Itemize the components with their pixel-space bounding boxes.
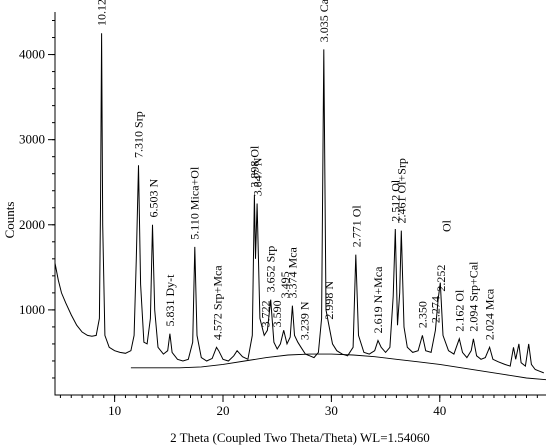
x-tick-label: 40 bbox=[433, 403, 446, 418]
x-axis-label: 2 Theta (Coupled Two Theta/Theta) WL=1.5… bbox=[170, 430, 430, 445]
diffraction-pattern-line bbox=[54, 33, 544, 374]
peak-annotation: 7.310 Srp bbox=[132, 111, 146, 158]
peak-annotation: 2.094 Srp+Cal bbox=[466, 261, 480, 332]
plot-layer bbox=[54, 33, 547, 381]
x-tick-label: 10 bbox=[108, 403, 121, 418]
peak-annotation: 2.998 N bbox=[322, 281, 336, 320]
y-tick-label: 4000 bbox=[19, 47, 45, 62]
peak-annotation: 3.239 N bbox=[297, 301, 311, 340]
peak-annotation: 3.495 bbox=[278, 271, 292, 298]
y-tick-label: 1000 bbox=[19, 302, 45, 317]
peak-annotation: 5.110 Mica+Ol bbox=[188, 166, 202, 240]
x-tick-label: 30 bbox=[325, 403, 338, 418]
annotation-layer: 10.120 Mca 7.310 Srp 6.503 N 5.831 Dy-t 5.11… bbox=[95, 0, 497, 340]
y-axis-label: Counts bbox=[2, 202, 17, 239]
y-tick-label: 2000 bbox=[19, 217, 45, 232]
x-tick-label: 20 bbox=[217, 403, 230, 418]
peak-annotation: 6.503 N bbox=[147, 178, 161, 217]
peak-annotation: 2.024 Mca bbox=[483, 288, 497, 340]
peak-annotation: 3.847 N bbox=[251, 157, 265, 196]
peak-annotation: 2.771 Ol bbox=[349, 205, 363, 248]
peak-annotation: Ol bbox=[439, 219, 453, 232]
peak-annotation: 2.461 Ol+Srp bbox=[394, 158, 408, 223]
peak-annotation: 5.831 Dy-t bbox=[163, 274, 177, 327]
y-tick-label: 3000 bbox=[19, 132, 45, 147]
background-curve bbox=[130, 353, 547, 381]
peak-annotation: 2.350 bbox=[415, 301, 429, 328]
axis-layer: 10 20 30 40 1000 2000 3000 4000 bbox=[19, 12, 546, 418]
peak-annotation: 2.162 Ol bbox=[452, 289, 466, 332]
peak-annotation: 4.572 Srp+Mca bbox=[211, 265, 225, 340]
peak-annotation: 3.652 Srp bbox=[264, 246, 278, 293]
peak-annotation: 2.274 bbox=[428, 296, 442, 323]
peak-annotation: 3.035 Cal bbox=[317, 0, 331, 42]
peak-annotation: 3.722 bbox=[258, 300, 272, 327]
peak-annotation: 3.374 Mca bbox=[285, 246, 299, 298]
peak-annotation: 2.619 N+Mca bbox=[371, 266, 385, 333]
peak-annotation: 10.120 Mca bbox=[95, 0, 109, 26]
peak-annotation: 2.512 Ol bbox=[388, 179, 402, 222]
peak-annotation: 2.252 bbox=[434, 265, 448, 292]
peak-annotation: 3.590 bbox=[270, 300, 284, 327]
peak-annotation: 3.898 Ol bbox=[247, 145, 261, 188]
